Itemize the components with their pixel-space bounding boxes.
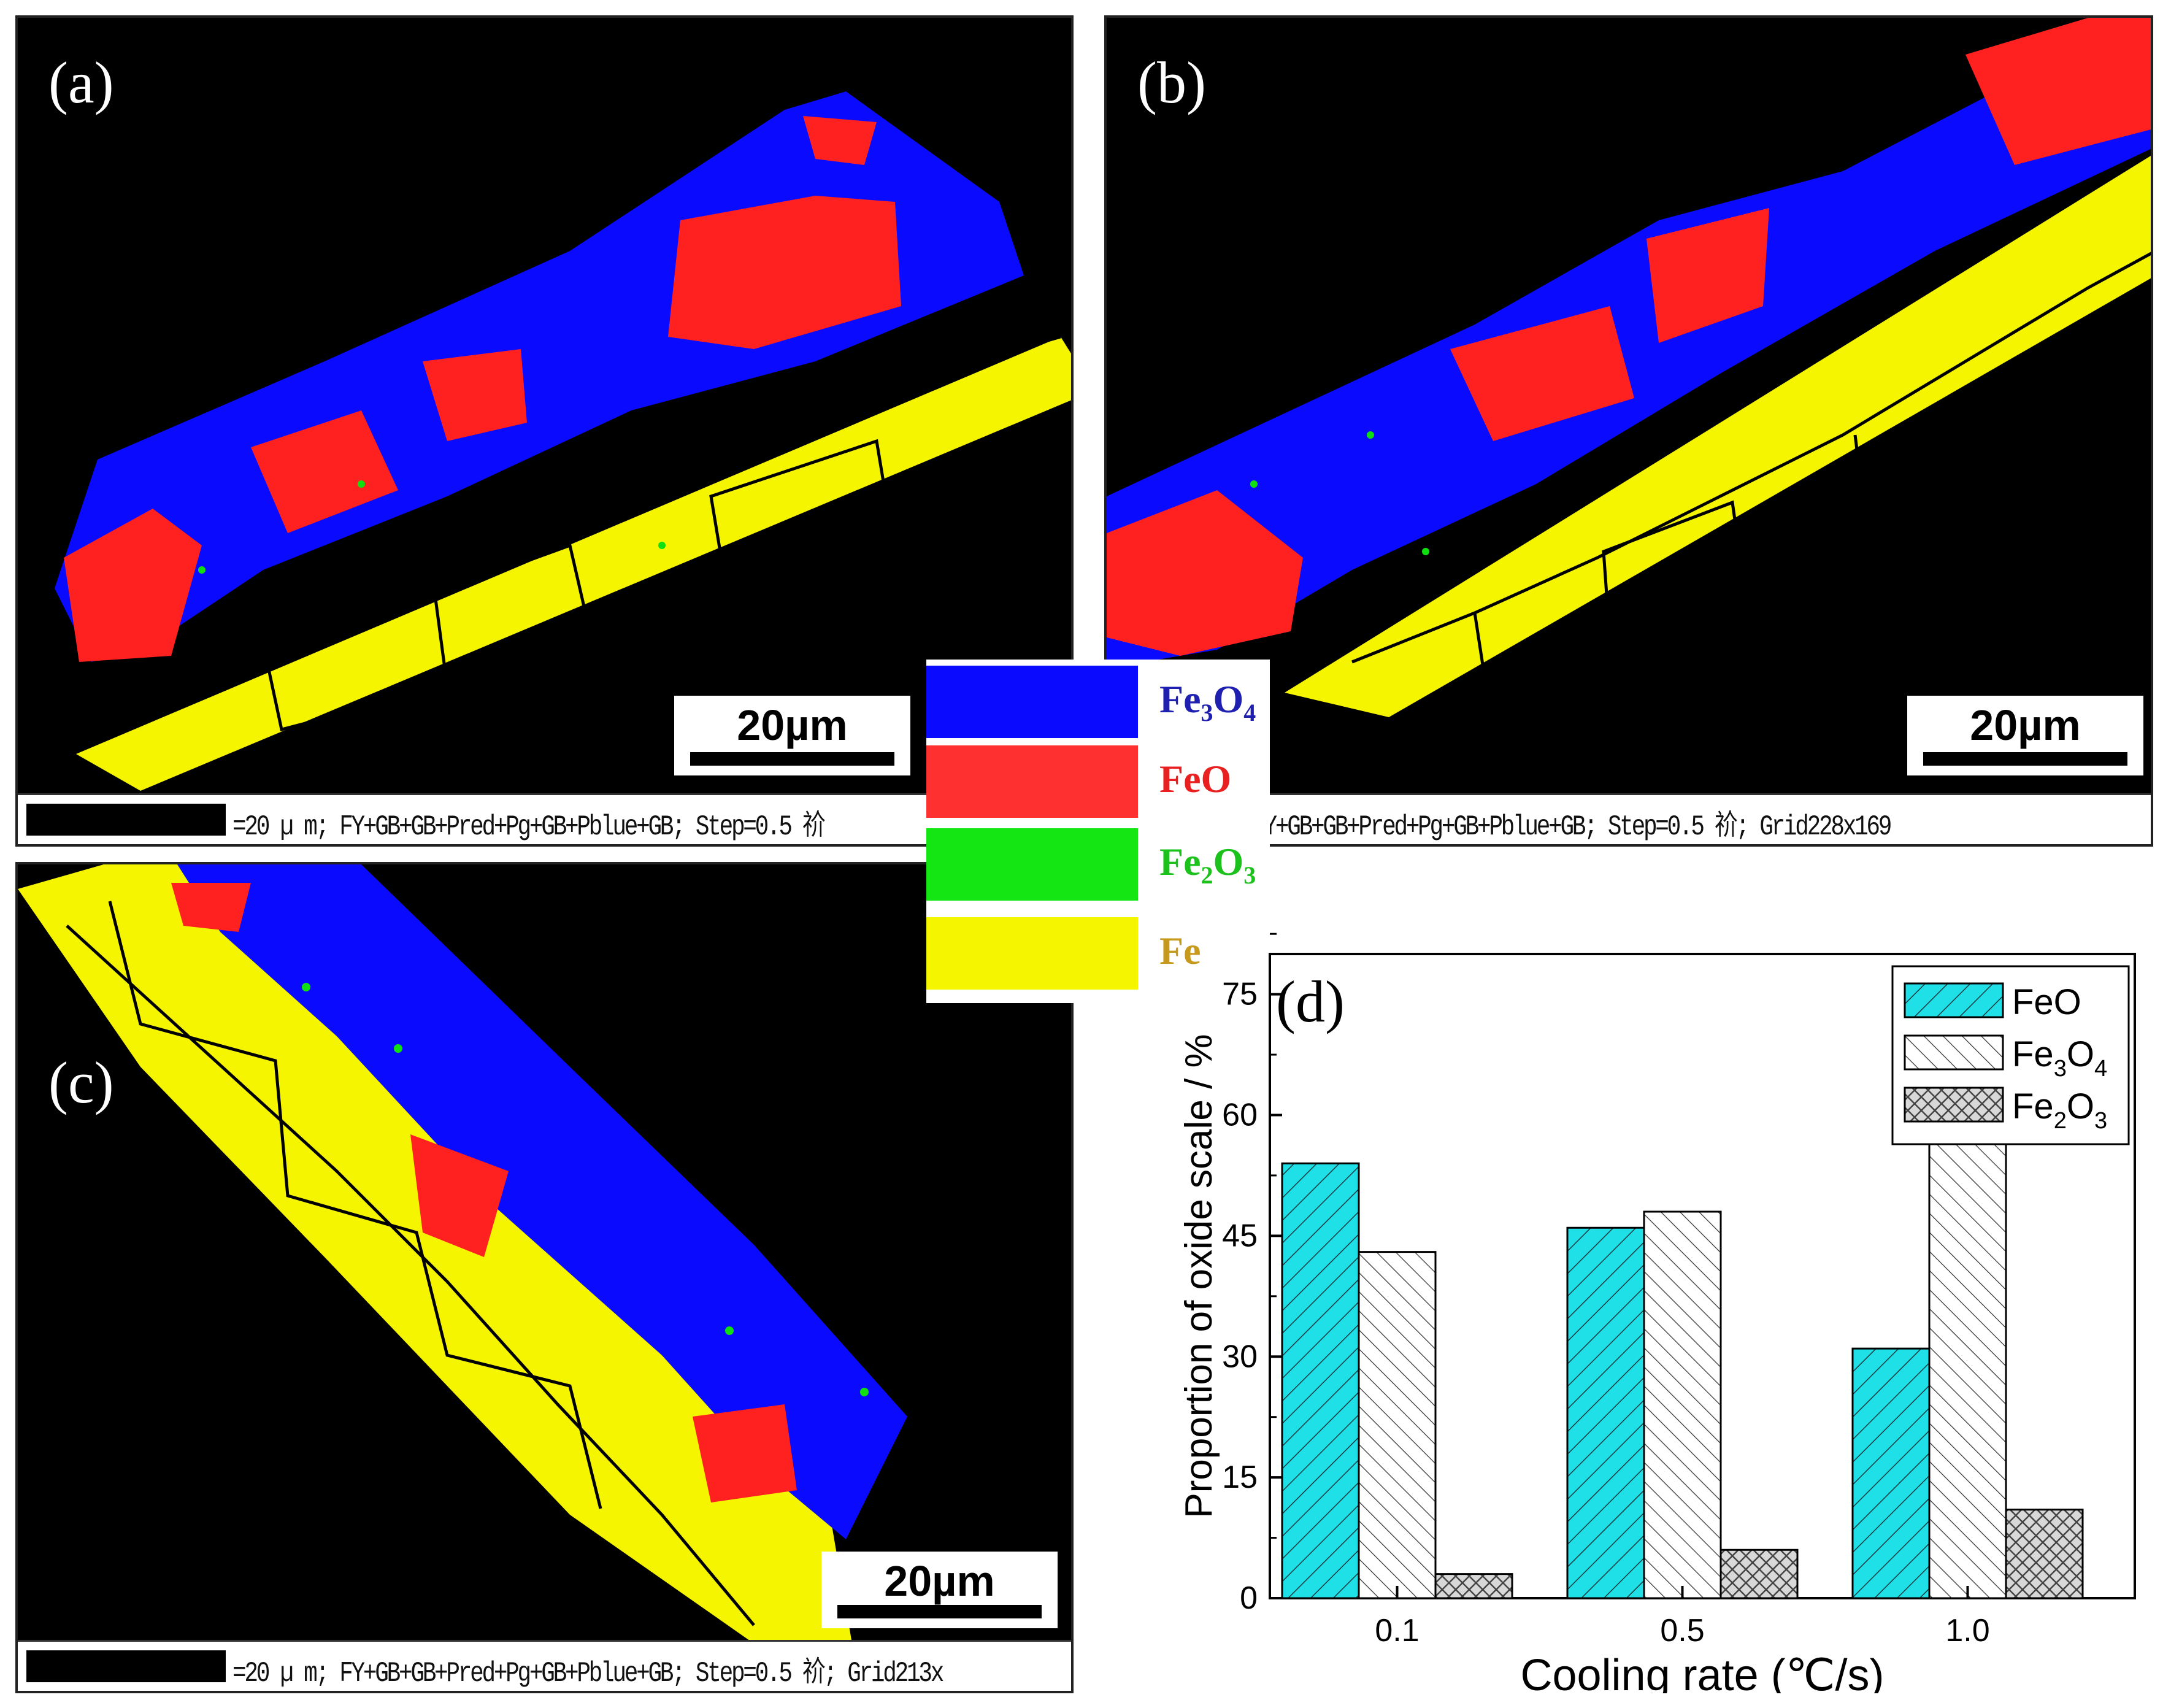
feo-region [803,116,877,165]
legend-label: Fe2O3 [2012,1087,2107,1134]
info-strip: =20 µ m; FY+GB+GB+Pred+Pg+GB+Pblue+GB; S… [18,793,1071,844]
bar-fe3o4 [1358,1251,1437,1599]
scale-text: 20µm [884,1557,995,1605]
bar-fe2o3 [2005,1509,2084,1599]
y-tick-label: 75 [1222,977,1258,1012]
fe2o3-grain [1250,480,1258,488]
phase-key-label: FeO [1159,757,1232,801]
y-tick-label: 15 [1222,1460,1258,1495]
phase-key-label: Fe [1159,929,1201,972]
fe2o3-grain [302,983,310,991]
grain-boundary [1473,434,1869,695]
legend-swatch [1904,1087,2004,1123]
grain-boundary [261,439,891,732]
grain-boundary [108,901,602,1509]
x-tick-label: 0.1 [1375,1613,1419,1648]
ebsd-map-panel-c: (c) 20µm =20 µ m; FY+GB+GB+Pred+Pg+GB+Pb… [15,862,1074,1693]
panel-label: (b) [1137,50,1206,115]
y-axis-label: Proportion of oxide scale / % [1178,1034,1220,1518]
scale-bar: 20µm [1907,696,2143,775]
phase-key-label: Fe3O4 [1159,677,1256,726]
feo-region [1965,18,2151,165]
info-text: =20 µ m; FY+GB+GB+Pred+Pg+GB+Pblue+GB; S… [232,1658,944,1690]
bar-fe3o4 [1643,1210,1722,1599]
scale-line [837,1605,1042,1618]
ebsd-map-panel-a: (a) 20µm =20 µ m; FY+GB+GB+Pred+Pg+GB+Pb… [15,15,1074,847]
legend-swatch [1904,982,2004,1018]
x-tick-label: 0.5 [1660,1613,1704,1648]
ebsd-map-panel-b: (b) 20µm =20 µ m; FY+GB+GB+Pred+Pg+GB+Pb… [1104,15,2153,847]
panel-label: (a) [48,50,114,115]
phase-key-label: Fe2O3 [1159,840,1256,889]
feo-region [1647,208,1769,343]
y-tick-label: 60 [1222,1098,1258,1133]
grain-boundary [109,335,1061,713]
scale-line [690,752,894,766]
fe-layer [18,864,852,1644]
info-strip: =20 µ m; FY+GB+GB+Pred+Pg+GB+Pblue+GB; S… [18,1640,1071,1691]
feo-region [423,349,527,441]
grain-boundary [1351,252,2151,664]
phase-key-row: Fe [926,917,1270,990]
phase-swatch [926,917,1138,990]
fe2o3-grain [198,566,206,574]
bar-feo [1566,1226,1645,1599]
phase-color-key: Fe3O4 FeO Fe2O3 Fe [926,660,1270,1003]
phase-key-row: Fe2O3 [926,828,1270,901]
grain-boundary [66,925,755,1626]
phase-map-c [18,864,907,1644]
fe3o4-region [177,864,907,1539]
bar-feo [1851,1347,1931,1599]
x-tick-label: 1.0 [1945,1613,1989,1648]
scale-text: 20µm [1970,701,2081,749]
legend-swatch [1904,1034,2004,1071]
fe2o3-grain [725,1326,734,1335]
info-scale-block [26,1650,226,1682]
bar-fe2o3 [1720,1548,1799,1599]
scale-line [1923,752,2127,766]
bar-fe3o4 [1928,1130,2007,1599]
feo-region [668,196,901,349]
fe2o3-grain [394,1044,402,1053]
fe2o3-grain [658,542,666,549]
y-tick-label: 45 [1222,1218,1258,1253]
bar-fe2o3 [1434,1573,1513,1599]
legend-label: FeO [2012,982,2081,1022]
y-tick-label: 0 [1240,1580,1258,1616]
phase-key-row: Fe3O4 [926,666,1270,738]
bar-chart-d: 0 15 30 45 60 75 0.1 0.5 1.0 Cooling rate (℃/s) Pr… [1178,933,2136,1693]
scale-bar: 20µm [821,1552,1058,1628]
phase-swatch [926,745,1138,818]
feo-region [171,883,251,932]
fe3o4-region [1107,18,2151,668]
phase-swatch [926,828,1138,901]
info-text: =20 µ m; FY+GB+GB+Pred+Pg+GB+Pblue+GB; S… [232,811,826,843]
legend-label: Fe3O4 [2012,1034,2107,1082]
scale-text: 20µm [737,701,848,749]
feo-region [64,509,202,662]
feo-region [251,410,398,533]
fe2o3-grain [358,480,365,488]
panel-label: (c) [48,1050,114,1115]
feo-region [1450,306,1634,441]
fe2o3-grain [1367,431,1374,439]
phase-swatch [926,666,1138,738]
fe-layer [1285,155,2151,717]
chart-plot: 0 15 30 45 60 75 0.1 0.5 1.0 Cooling rate (℃/s) Pr… [1178,933,2136,1693]
fe2o3-grain [860,1388,869,1396]
phase-map-b [1107,18,2151,717]
phase-map-a [55,91,1071,791]
feo-region [693,1404,797,1502]
feo-region [1107,490,1303,656]
info-scale-block [26,804,226,836]
phase-key-row: FeO [926,745,1270,818]
x-axis-label: Cooling rate (℃/s) [1520,1651,1884,1693]
feo-region [410,1134,509,1257]
bar-feo [1281,1162,1360,1599]
y-tick-label: 30 [1222,1339,1258,1374]
panel-label: (d) [1276,969,1345,1034]
scale-bar: 20µm [674,696,910,775]
fe2o3-grain [1422,548,1429,555]
